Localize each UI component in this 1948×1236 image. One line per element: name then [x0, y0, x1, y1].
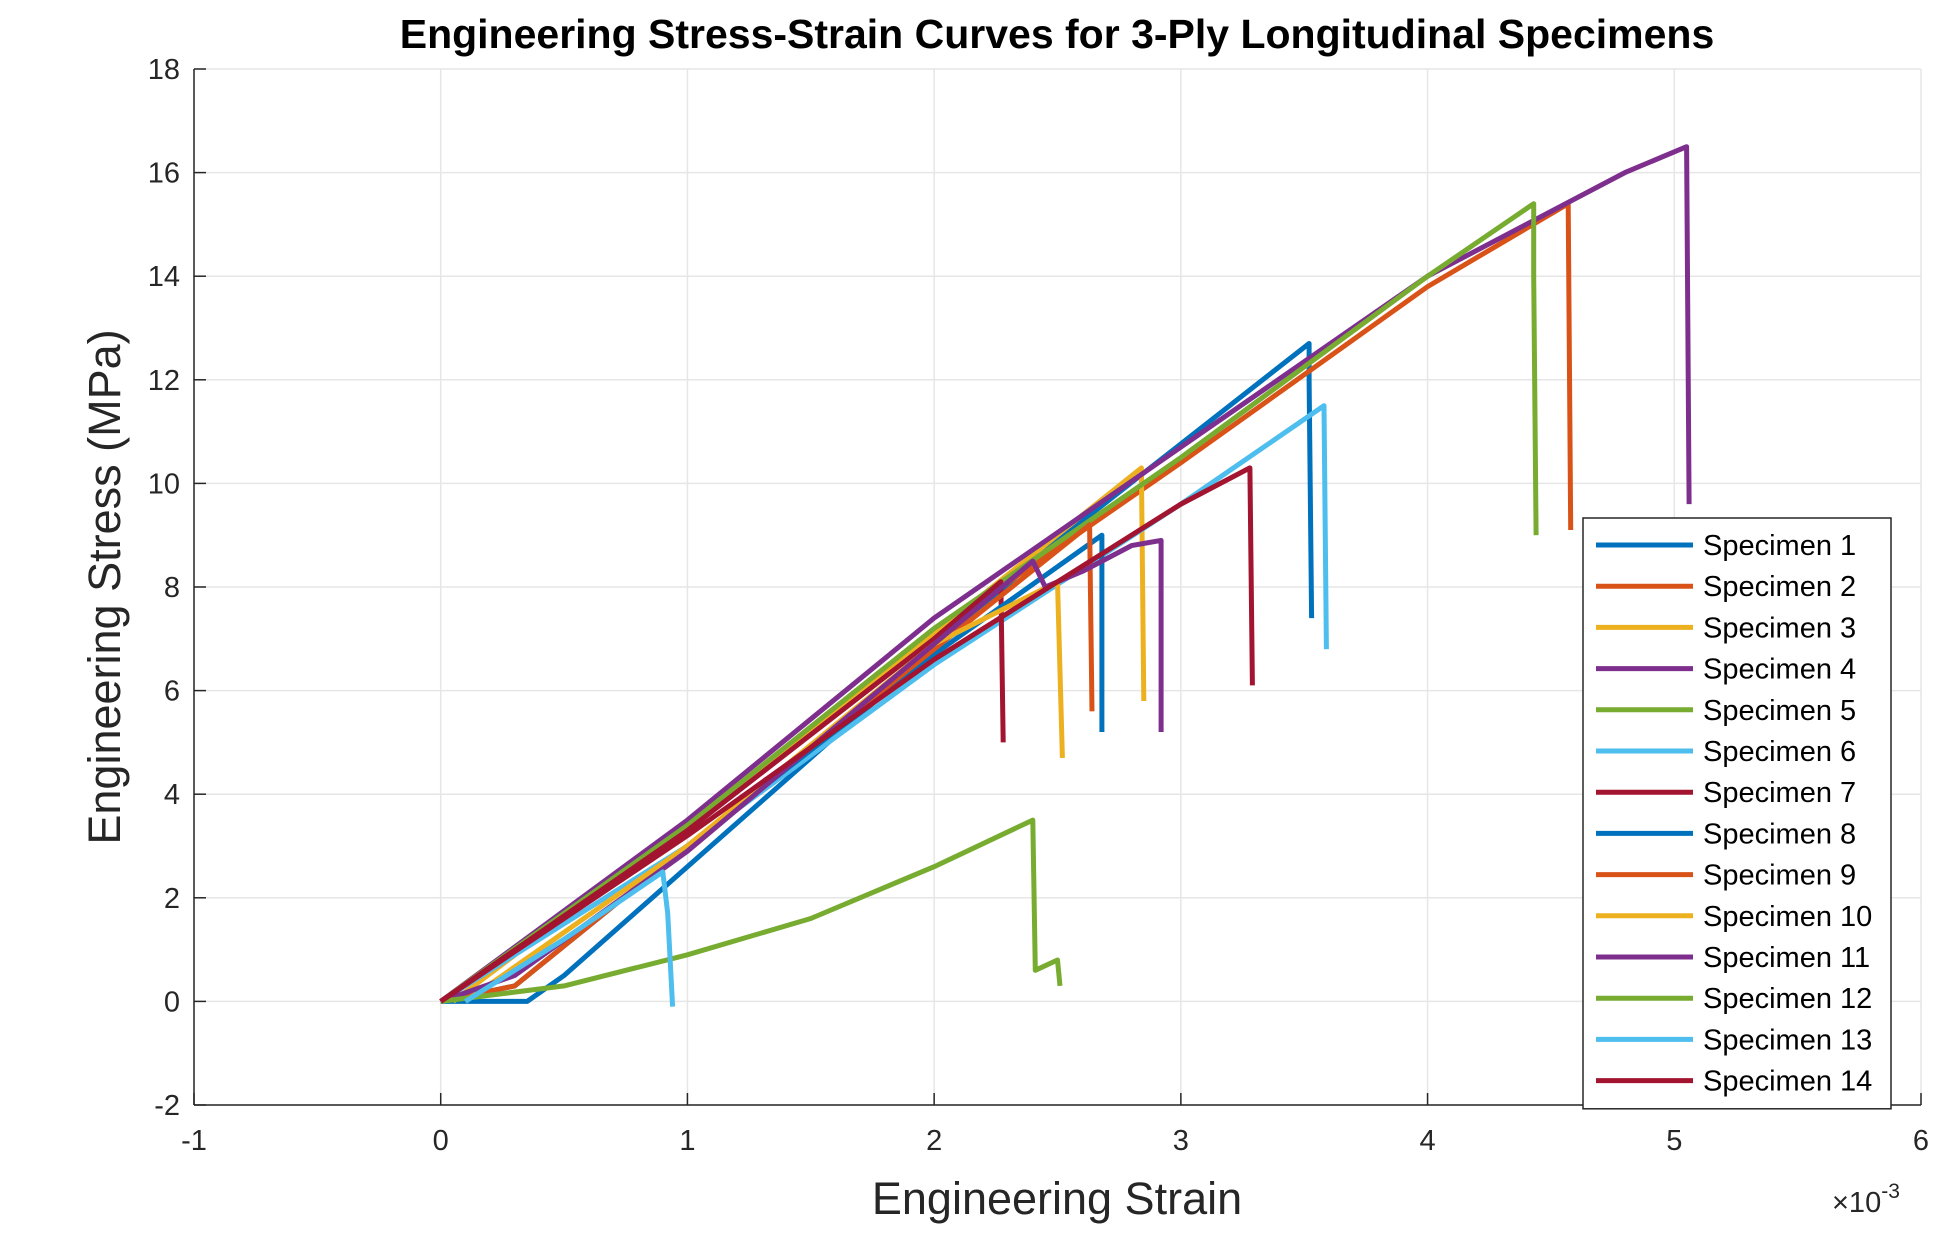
chart-title: Engineering Stress-Strain Curves for 3-P…	[400, 11, 1715, 57]
series-line-specimen-7	[439, 579, 1006, 1004]
y-tick-label: 0	[164, 986, 180, 1018]
y-tick-label: 2	[164, 883, 180, 915]
y-tick-label: 18	[148, 54, 180, 86]
legend-entry: Specimen 8	[1703, 818, 1856, 850]
legend: Specimen 1 Specimen 2 Specimen 3 Specimen 4…	[1582, 517, 1892, 1110]
legend-entry: Specimen 11	[1703, 942, 1870, 974]
y-tick-label: 14	[148, 261, 180, 293]
legend-entry: Specimen 14	[1703, 1066, 1872, 1098]
legend-entry: Specimen 10	[1703, 901, 1872, 933]
y-tick-label: 16	[148, 158, 180, 190]
legend-entry: Specimen 12	[1703, 983, 1872, 1015]
legend-entry: Specimen 9	[1703, 860, 1856, 892]
legend-entry: Specimen 3	[1703, 612, 1856, 644]
series-line-specimen-12	[440, 817, 1063, 1004]
x-tick-label: 1	[679, 1125, 695, 1157]
y-tick-label: 4	[164, 779, 180, 811]
x-tick-label: -1	[181, 1125, 207, 1157]
legend-entry: Specimen 6	[1703, 736, 1856, 768]
x-tick-label: 5	[1666, 1125, 1682, 1157]
legend-entry: Specimen 5	[1703, 695, 1856, 727]
y-tick-label: 10	[148, 468, 180, 500]
series-line-specimen-4	[439, 144, 1692, 1004]
x-tick-label: 2	[926, 1125, 942, 1157]
x-axis-label: Engineering Strain	[872, 1173, 1242, 1224]
y-tick-label: 12	[148, 365, 180, 397]
legend-entry: Specimen 7	[1703, 777, 1856, 809]
y-tick-label: -2	[154, 1090, 180, 1122]
series-line-specimen-14	[439, 465, 1255, 1004]
x-exponent-label: ×10-3	[1832, 1180, 1900, 1219]
series-lines	[439, 144, 1692, 1007]
legend-entry: Specimen 4	[1703, 654, 1856, 686]
legend-entry: Specimen 2	[1703, 571, 1856, 603]
y-tick-label: 8	[164, 572, 180, 604]
x-tick-label: 4	[1420, 1125, 1436, 1157]
series-line-specimen-13	[464, 869, 676, 1007]
y-axis-label: Engineering Stress (MPa)	[79, 329, 130, 844]
y-tick-label: 6	[164, 676, 180, 708]
legend-entry: Specimen 1	[1703, 530, 1856, 562]
legend-box	[1582, 517, 1892, 1110]
x-tick-label: 0	[433, 1125, 449, 1157]
series-line-specimen-5	[439, 201, 1539, 1004]
x-tick-label: 6	[1913, 1125, 1929, 1157]
legend-entry: Specimen 13	[1703, 1024, 1872, 1056]
x-tick-label: 3	[1173, 1125, 1189, 1157]
